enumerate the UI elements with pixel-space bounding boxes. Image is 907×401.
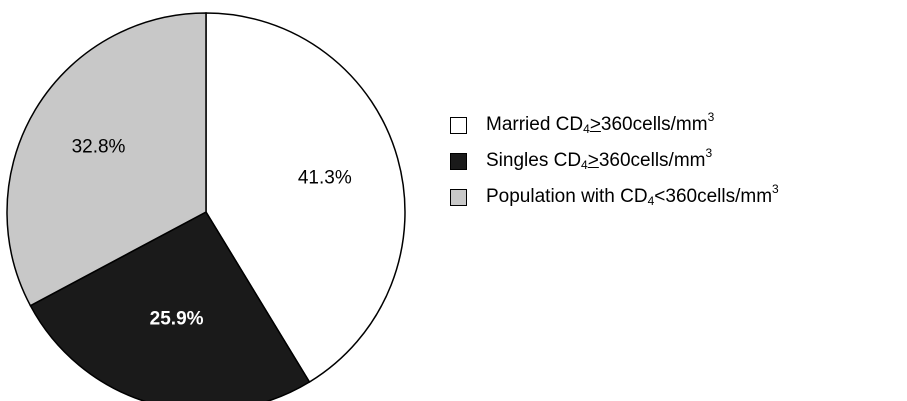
pie-value-label-population: 32.8% <box>72 137 126 158</box>
legend-swatch-singles <box>450 153 467 170</box>
pie-value-labels: 41.3% 25.9% 32.8% <box>72 137 352 330</box>
legend-label-married: Married CD4>360cells/mm3 <box>486 110 715 136</box>
pie-slice-married <box>205 12 406 384</box>
legend-swatch-population <box>450 189 467 206</box>
pie-slice-population <box>6 12 207 307</box>
pie-slices <box>6 12 406 401</box>
pie-slice-singles <box>29 211 311 401</box>
legend-label-population: Population with CD4<360cells/mm3 <box>486 182 779 208</box>
legend-swatch-married <box>450 117 467 134</box>
legend-label-singles: Singles CD4>360cells/mm3 <box>486 146 713 172</box>
pie-value-label-married: 41.3% <box>298 168 352 189</box>
pie-chart: 41.3% 25.9% 32.8% <box>6 12 406 401</box>
pie-value-label-singles: 25.9% <box>150 309 204 330</box>
